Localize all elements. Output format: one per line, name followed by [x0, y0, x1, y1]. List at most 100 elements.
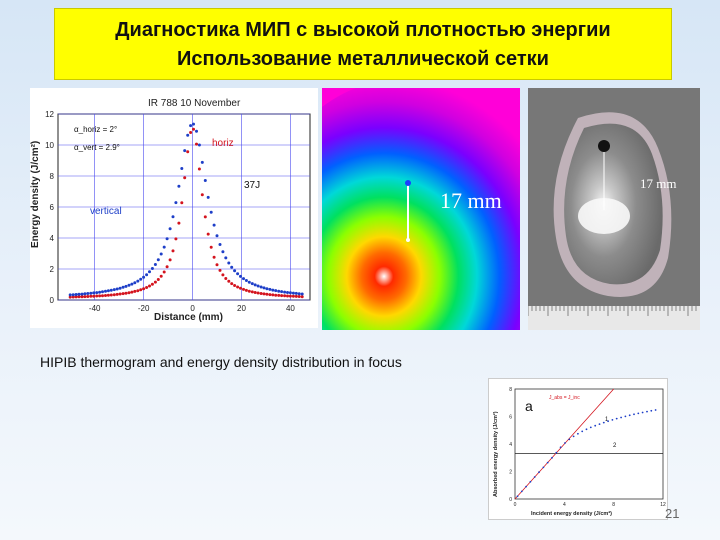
data-point-vertical	[230, 266, 233, 269]
data-point-vertical	[265, 287, 268, 290]
data-point-horiz	[201, 193, 204, 196]
absorbed-data-point	[646, 411, 648, 413]
data-point-vertical	[148, 270, 151, 273]
data-point-horiz	[148, 285, 151, 288]
data-point-horiz	[274, 294, 277, 297]
y-tick-label: 2	[50, 265, 55, 274]
data-point-horiz	[198, 168, 201, 171]
data-point-horiz	[145, 286, 148, 289]
right-y-tick-label: 2	[509, 470, 512, 476]
data-point-vertical	[110, 289, 113, 292]
data-point-horiz	[130, 291, 133, 294]
data-point-vertical	[180, 167, 183, 170]
data-point-horiz	[239, 287, 242, 290]
data-point-vertical	[107, 289, 110, 292]
data-point-horiz	[101, 294, 104, 297]
panel-label: a	[525, 398, 533, 414]
data-point-vertical	[251, 282, 254, 285]
data-point-vertical	[280, 290, 283, 293]
data-point-vertical	[139, 278, 142, 281]
data-point-horiz	[142, 287, 145, 290]
data-point-vertical	[151, 267, 154, 270]
data-point-horiz	[301, 295, 304, 298]
data-point-vertical	[78, 293, 81, 296]
title-line-1: Диагностика МИП с высокой плотностью эне…	[55, 16, 671, 45]
absorbed-data-point	[637, 413, 639, 415]
photo-label: 17 mm	[640, 176, 676, 191]
data-point-vertical	[92, 291, 95, 294]
data-point-horiz	[113, 293, 116, 296]
data-point-vertical	[130, 283, 133, 286]
data-point-horiz	[219, 269, 222, 272]
data-point-horiz	[125, 292, 128, 295]
absorbed-data-point	[534, 476, 536, 478]
absorbed-data-point	[633, 413, 635, 415]
data-point-horiz	[95, 295, 98, 298]
absorbed-data-point	[538, 471, 540, 473]
data-point-horiz	[139, 288, 142, 291]
x-tick-label: 20	[237, 304, 246, 313]
data-point-horiz	[180, 201, 183, 204]
data-point-vertical	[89, 292, 92, 295]
data-point-horiz	[286, 295, 289, 298]
data-point-horiz	[104, 294, 107, 297]
right-x-tick-label: 4	[563, 502, 566, 508]
right-x-tick-label: 0	[514, 502, 517, 508]
data-point-horiz	[265, 293, 268, 296]
data-point-vertical	[145, 273, 148, 276]
data-point-vertical	[189, 124, 192, 127]
label-horiz: horiz	[212, 138, 234, 149]
data-point-vertical	[86, 292, 89, 295]
absorbed-data-point	[517, 495, 519, 497]
absorbed-energy-plot: 0 2 4 6 8 0 4 8 12 a J_abs = J_inc 1 2 Absorbed …	[488, 378, 668, 520]
right-y-tick-label: 0	[509, 497, 512, 503]
absorbed-data-point	[607, 420, 609, 422]
absorbed-data-point	[560, 446, 562, 448]
data-point-vertical	[142, 276, 145, 279]
right-y-tick-label: 8	[509, 387, 512, 393]
plot-xlabel: Distance (mm)	[154, 312, 223, 323]
y-tick-label: 10	[45, 141, 54, 150]
data-point-vertical	[295, 292, 298, 295]
data-point-vertical	[125, 285, 128, 288]
data-point-vertical	[204, 179, 207, 182]
data-point-vertical	[245, 279, 248, 282]
data-point-horiz	[224, 277, 227, 280]
label-vertical: vertical	[90, 206, 122, 217]
data-point-horiz	[169, 258, 172, 261]
data-point-horiz	[83, 295, 86, 298]
absorbed-data-point	[573, 436, 575, 438]
right-ylabel: Absorbed energy density (J/cm²)	[492, 411, 499, 497]
data-point-horiz	[189, 131, 192, 134]
data-point-vertical	[254, 283, 257, 286]
data-point-horiz	[119, 293, 122, 296]
data-point-horiz	[172, 249, 175, 252]
data-point-horiz	[163, 271, 166, 274]
data-point-horiz	[260, 292, 263, 295]
absorbed-data-point	[612, 419, 614, 421]
data-point-horiz	[89, 295, 92, 298]
data-point-horiz	[283, 294, 286, 297]
y-tick-label: 8	[50, 172, 55, 181]
data-point-horiz	[160, 275, 163, 278]
data-point-vertical	[207, 196, 210, 199]
data-point-horiz	[154, 281, 157, 284]
data-point-horiz	[236, 286, 239, 289]
right-x-tick-label: 8	[612, 502, 615, 508]
energy-density-plot: 0 2 4 6 8 10 12 -40 -20 0 20 40 IR 788 10 November …	[30, 88, 318, 328]
data-point-vertical	[268, 288, 271, 291]
data-point-vertical	[192, 123, 195, 126]
absorbed-data-point	[564, 442, 566, 444]
data-point-horiz	[174, 237, 177, 240]
data-point-vertical	[122, 286, 125, 289]
title-line-2: Использование металлической сетки	[55, 45, 671, 74]
data-point-vertical	[119, 287, 122, 290]
x-tick-label: -40	[89, 304, 101, 313]
data-point-vertical	[271, 289, 274, 292]
data-point-vertical	[81, 293, 84, 296]
slide-number: 21	[665, 506, 679, 521]
data-point-vertical	[177, 185, 180, 188]
data-point-vertical	[174, 201, 177, 204]
data-point-horiz	[92, 295, 95, 298]
absorbed-data-point	[586, 428, 588, 430]
